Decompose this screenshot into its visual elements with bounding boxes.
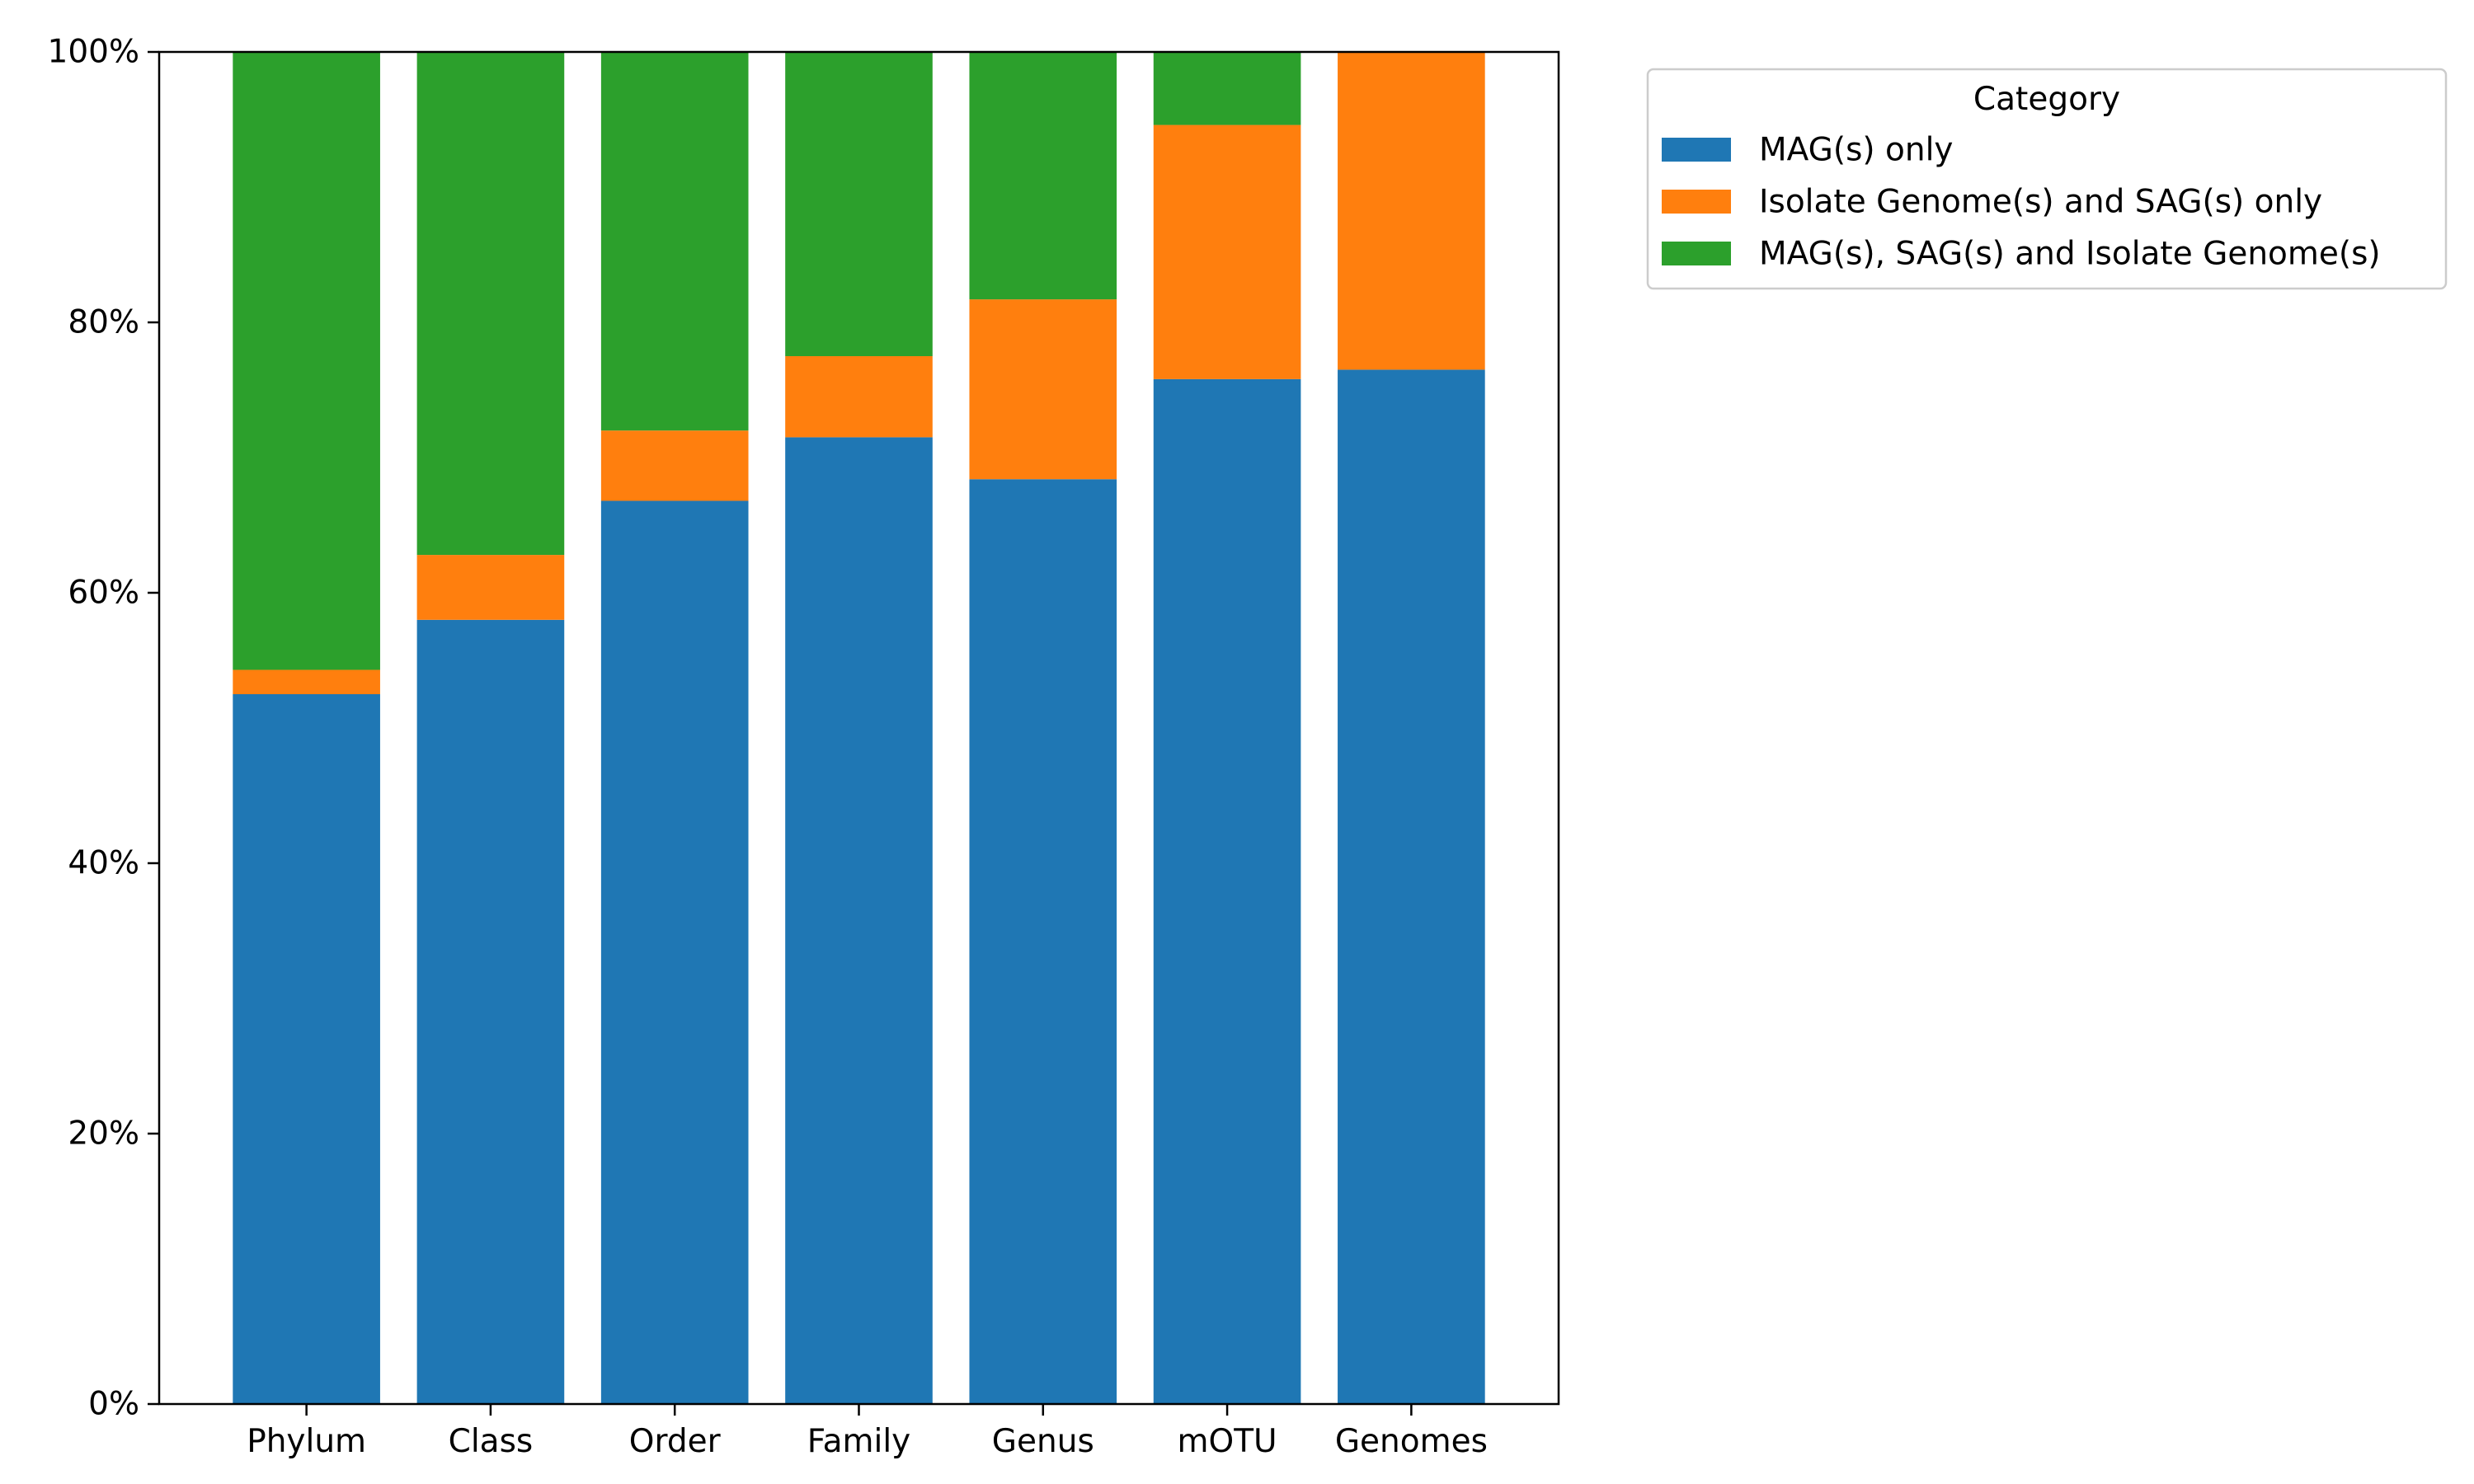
y-tick-label: 60% (68, 575, 139, 612)
bar-motu-series-2 (1153, 52, 1301, 125)
bar-genomes-series-1 (1338, 52, 1485, 370)
x-tick-label-phylum: Phylum (247, 1423, 366, 1460)
legend-swatch-1 (1662, 190, 1731, 214)
legend: Category MAG(s) only Isolate Genome(s) an… (1646, 68, 2448, 290)
y-tick-label: 100% (48, 34, 140, 71)
bar-genus-series-0 (969, 479, 1117, 1404)
legend-label-1: Isolate Genome(s) and SAG(s) only (1759, 184, 2322, 221)
bar-motu-series-0 (1153, 378, 1301, 1404)
legend-swatch-2 (1662, 242, 1731, 265)
x-tick-label-order: Order (629, 1423, 722, 1460)
bar-family-series-1 (785, 356, 933, 438)
bar-phylum-series-1 (233, 669, 380, 694)
legend-box (1646, 68, 2448, 290)
legend-title: Category (1973, 81, 2120, 118)
legend-swatch-0 (1662, 138, 1731, 162)
y-axis: 0% 20% 40% 60% 80% 100% (48, 34, 159, 1423)
bar-genus-series-1 (969, 299, 1117, 480)
bar-motu-series-1 (1153, 124, 1301, 379)
y-tick-label: 0% (88, 1386, 139, 1423)
bar-class-series-1 (416, 555, 565, 620)
x-tick-label-genus: Genus (992, 1423, 1094, 1460)
bar-order-series-1 (600, 430, 749, 501)
legend-label-2: MAG(s), SAG(s) and Isolate Genome(s) (1759, 236, 2381, 273)
bar-order-series-2 (600, 52, 749, 431)
bar-genus-series-2 (969, 52, 1117, 300)
x-tick-label-genomes: Genomes (1335, 1423, 1488, 1460)
bar-family-series-0 (785, 437, 933, 1404)
bar-class-series-2 (416, 52, 565, 556)
y-tick-label: 80% (68, 304, 139, 341)
x-tick-label-family: Family (807, 1423, 911, 1460)
bar-phylum-series-0 (233, 694, 380, 1404)
bar-genomes-series-0 (1338, 369, 1485, 1404)
legend-items: MAG(s) only Isolate Genome(s) and SAG(s) … (1662, 132, 2381, 273)
x-axis: Phylum Class Order Family Genus mOTU Genomes (247, 1404, 1488, 1460)
y-tick-label: 40% (68, 845, 139, 882)
y-tick-label: 20% (68, 1115, 139, 1153)
bar-order-series-0 (600, 500, 749, 1404)
bar-phylum-series-2 (233, 52, 380, 670)
bars-layer (233, 52, 1485, 1404)
x-tick-label-class: Class (449, 1423, 534, 1460)
bar-family-series-2 (785, 52, 933, 356)
legend-label-0: MAG(s) only (1759, 132, 1954, 169)
x-tick-label-motu: mOTU (1178, 1423, 1277, 1460)
bar-class-series-0 (416, 619, 565, 1404)
